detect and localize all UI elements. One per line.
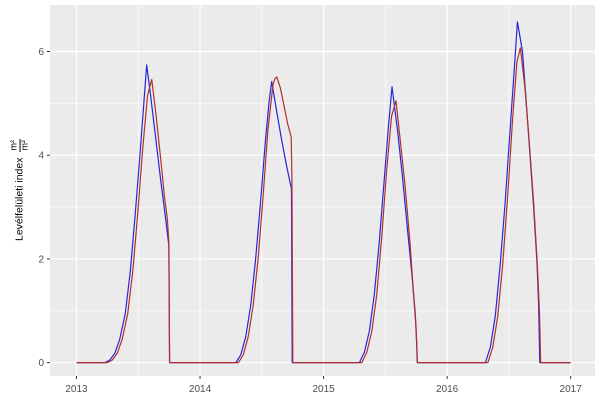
x-tick-label-2016: 2016 (436, 384, 459, 395)
x-tick-label-2017: 2017 (560, 384, 583, 395)
y-axis-title-text: Levélfelületi index (14, 157, 26, 241)
y-tick-label-2: 2 (38, 254, 44, 265)
x-tick-label-2014: 2014 (189, 384, 212, 395)
y-axis-unit-numerator: m² (8, 139, 21, 152)
y-tick-label-4: 4 (38, 151, 44, 162)
y-axis-unit-fraction: m² m² (8, 139, 31, 152)
x-tick-label-2013: 2013 (65, 384, 88, 395)
red-series-line (76, 47, 571, 364)
x-tick-label-2015: 2015 (312, 384, 335, 395)
y-tick-label-0: 0 (38, 358, 44, 369)
plot-panel (50, 5, 595, 376)
y-tick-label-6: 6 (38, 47, 44, 58)
y-axis-unit-denominator: m² (20, 140, 30, 151)
y-axis-title: Levélfelületi index m² m² (8, 139, 31, 241)
